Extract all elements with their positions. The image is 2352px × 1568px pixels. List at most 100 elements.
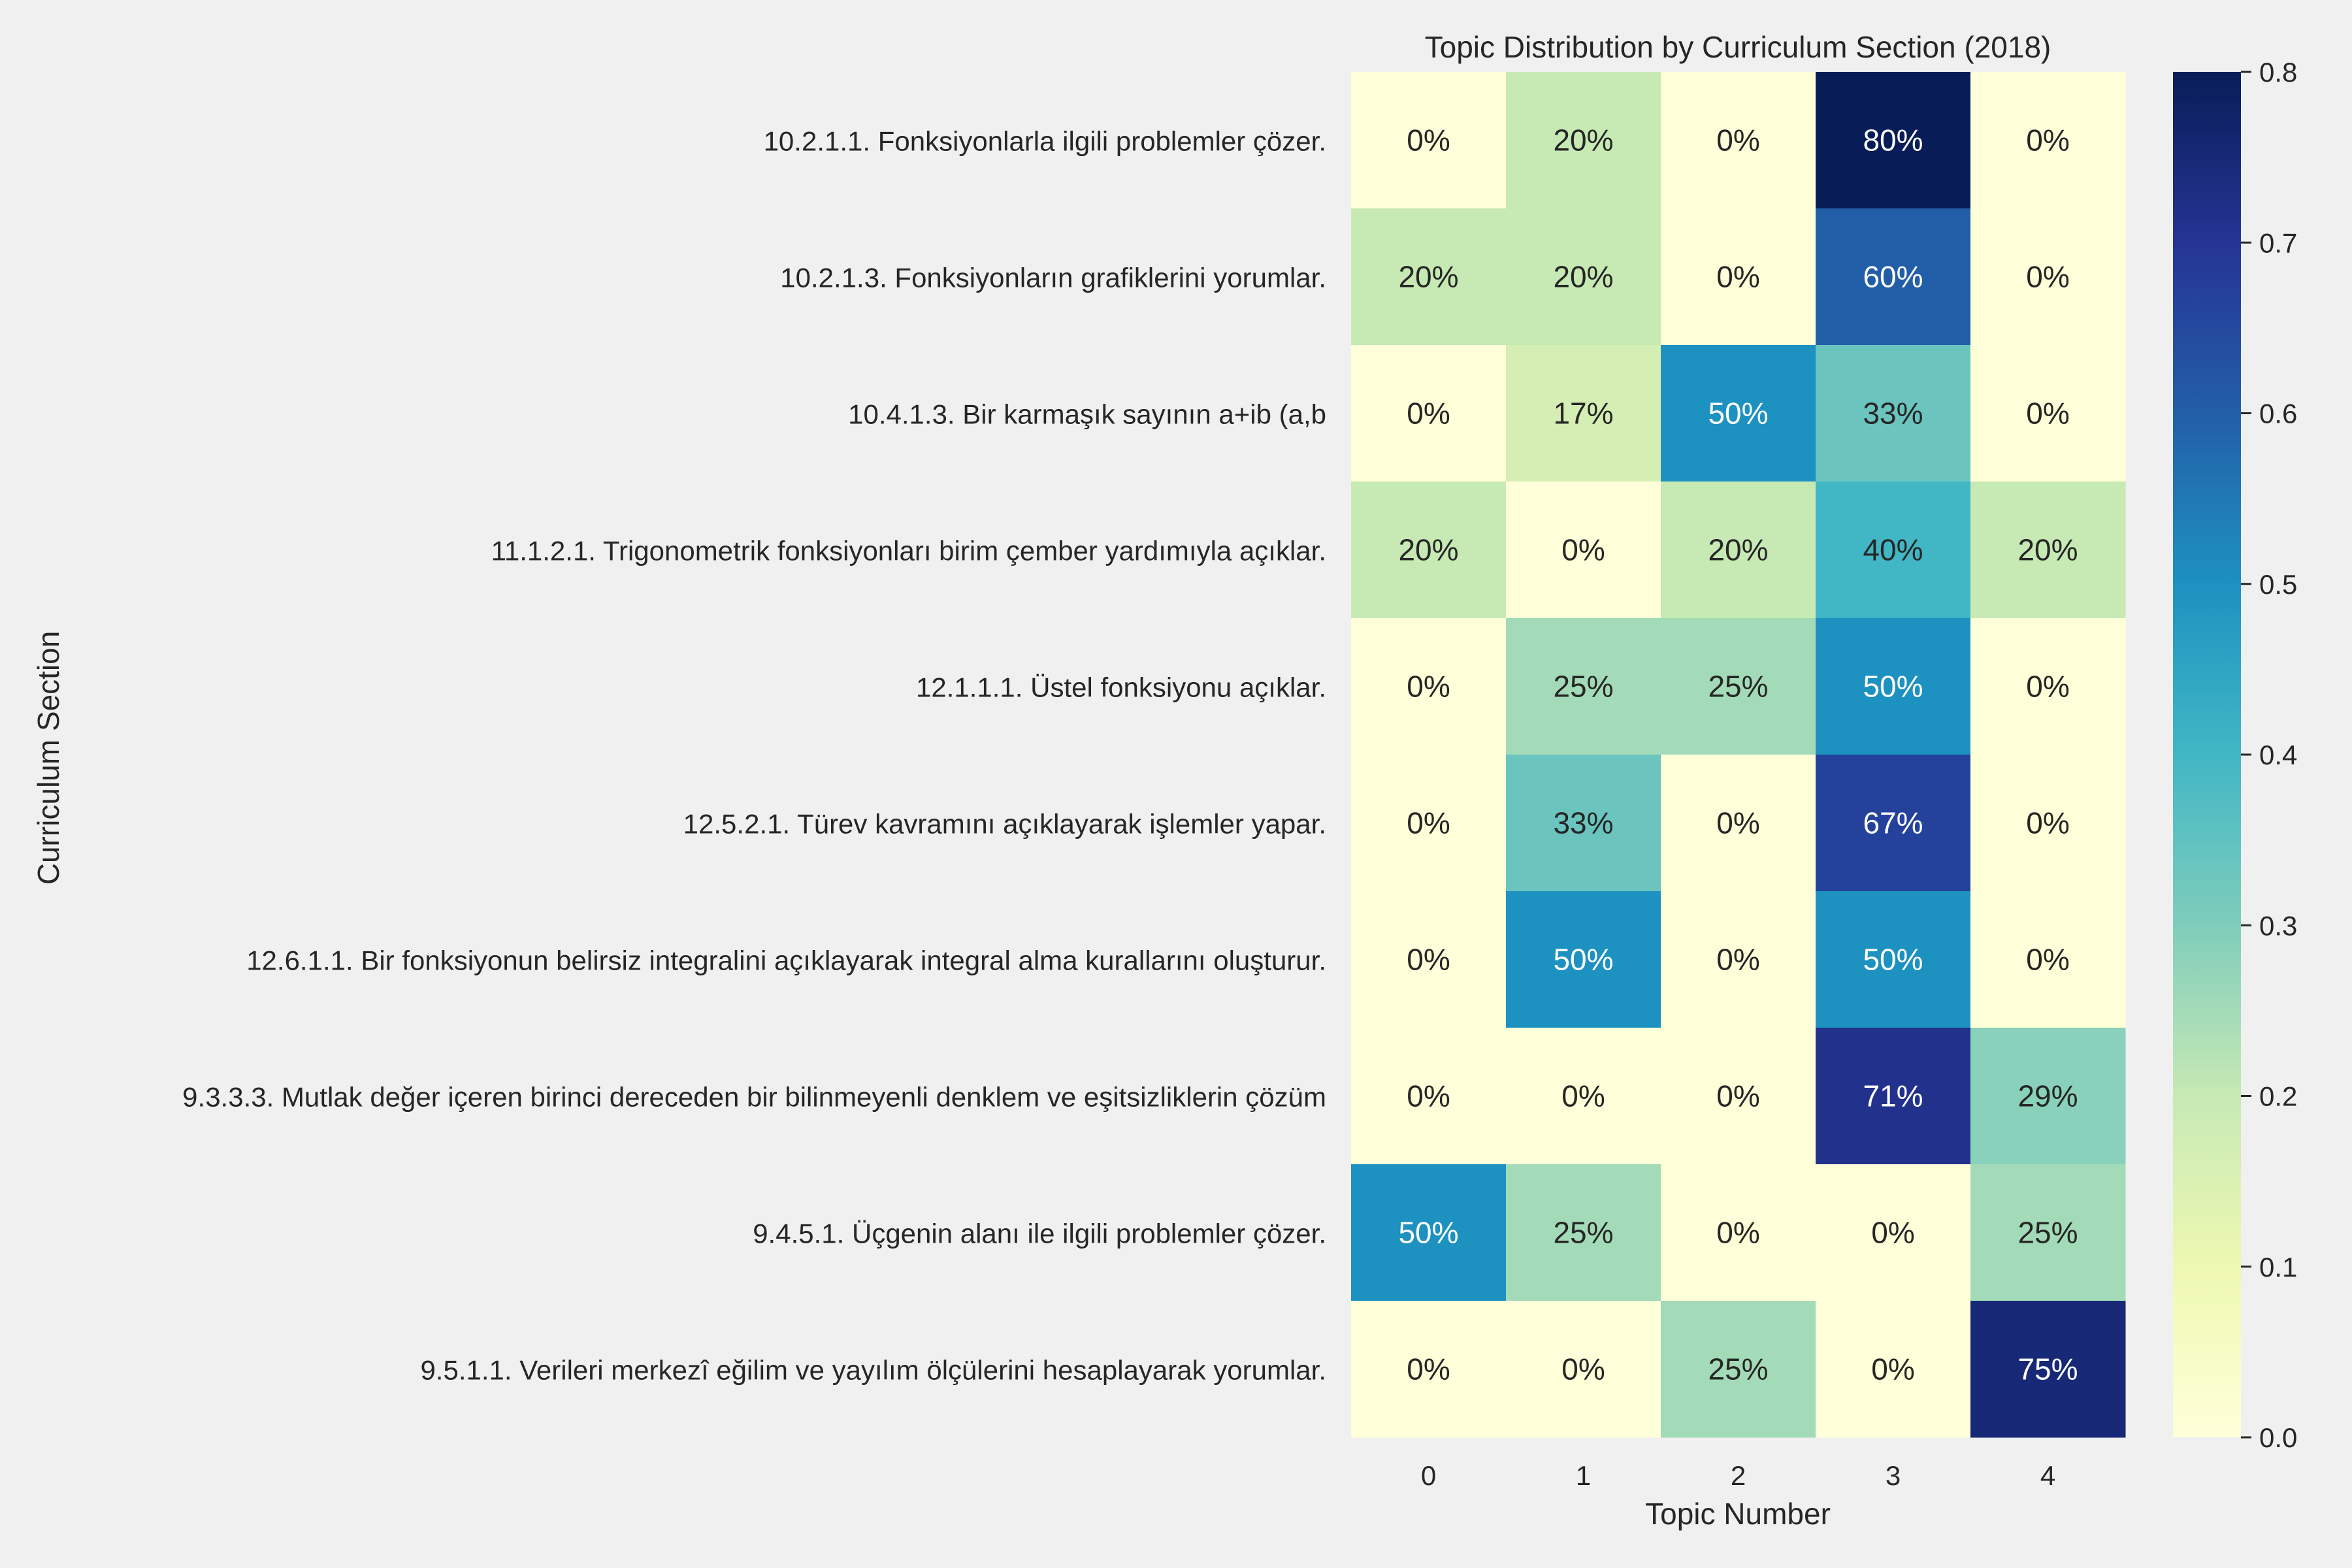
cell-value-label: 0% <box>2026 943 2069 977</box>
cell-value-label: 0% <box>1716 806 1759 840</box>
x-tick-label: 1 <box>1576 1460 1591 1491</box>
heatmap-cell <box>1970 618 2126 755</box>
colorbar-ticks: 0.0 0.1 0.2 0.3 0.4 0.5 0.6 0.7 0.8 <box>2241 57 2297 1453</box>
heatmap-cell <box>1661 755 1816 892</box>
heatmap-cell <box>1351 72 1507 209</box>
heatmap-cell <box>1506 1301 1661 1438</box>
heatmap-cell <box>1506 618 1661 755</box>
heatmap-cell <box>1351 208 1507 346</box>
cell-value-label: 50% <box>1708 397 1768 431</box>
y-tick-label: 12.6.1.1. Bir fonksiyonun belirsiz integ… <box>246 945 1326 976</box>
heatmap-cell <box>1816 482 1971 619</box>
x-tick-label: 3 <box>1886 1460 1901 1491</box>
heatmap-cell <box>1506 1028 1661 1165</box>
cell-value-label: 0% <box>1407 806 1450 840</box>
cell-value-label: 20% <box>2017 533 2078 567</box>
colorbar-tick-label: 0.4 <box>2259 740 2297 770</box>
cell-value-label: 50% <box>1553 943 1613 977</box>
y-tick-label: 10.2.1.1. Fonksiyonlarla ilgili probleml… <box>764 126 1326 157</box>
colorbar-tick-label: 0.2 <box>2259 1081 2297 1112</box>
heatmap-cell <box>1816 1301 1971 1438</box>
heatmap-cell <box>1816 755 1971 892</box>
x-tick-label: 4 <box>2040 1460 2055 1491</box>
cell-value-label: 20% <box>1553 260 1613 294</box>
cell-value-label: 0% <box>2026 806 2069 840</box>
cell-value-label: 0% <box>2026 260 2069 294</box>
colorbar-tick-label: 0.7 <box>2259 227 2297 258</box>
cell-value-label: 0% <box>1871 1352 1914 1386</box>
heatmap-cell <box>1661 345 1816 482</box>
heatmap-cell <box>1661 1028 1816 1165</box>
cell-value-label: 0% <box>1561 1079 1605 1113</box>
cell-value-label: 25% <box>1553 670 1613 704</box>
heatmap-cell <box>1661 891 1816 1028</box>
cell-value-label: 60% <box>1863 260 1923 294</box>
colorbar-tick-label: 0.3 <box>2259 910 2297 941</box>
cell-value-label: 25% <box>1708 670 1768 704</box>
heatmap-cell <box>1816 1164 1971 1301</box>
cell-value-label: 20% <box>1553 123 1613 157</box>
heatmap-cell <box>1970 208 2126 346</box>
heatmap-cell <box>1506 891 1661 1028</box>
x-tick-label: 0 <box>1421 1460 1436 1491</box>
heatmap-cell <box>1351 891 1507 1028</box>
y-tick-label: 10.2.1.3. Fonksiyonların grafiklerini yo… <box>780 263 1326 293</box>
cell-value-label: 0% <box>1716 123 1759 157</box>
heatmap-cells: 0% 20% 0% 80% 0% 20% 20% 0% 60% 0% 0% 17% 50% 33% 0% 20… <box>1351 72 2126 1438</box>
heatmap-cell <box>1970 755 2126 892</box>
cell-value-label: 0% <box>1407 670 1450 704</box>
heatmap-cell <box>1351 1164 1507 1301</box>
heatmap-cell <box>1970 1301 2126 1438</box>
cell-value-label: 0% <box>2026 123 2069 157</box>
cell-value-label: 80% <box>1863 123 1923 157</box>
colorbar-tick-label: 0.6 <box>2259 399 2297 429</box>
heatmap-cell <box>1506 72 1661 209</box>
heatmap-cell <box>1661 1164 1816 1301</box>
cell-value-label: 0% <box>1561 1352 1605 1386</box>
heatmap-cell <box>1351 345 1507 482</box>
cell-value-label: 0% <box>1871 1216 1914 1250</box>
cell-value-label: 20% <box>1398 533 1458 567</box>
cell-value-label: 0% <box>1407 943 1450 977</box>
heatmap-cell <box>1351 755 1507 892</box>
colorbar <box>2173 72 2241 1437</box>
y-tick-label: 9.3.3.3. Mutlak değer içeren birinci der… <box>182 1082 1326 1113</box>
y-tick-label: 12.1.1.1. Üstel fonksiyonu açıklar. <box>916 672 1326 703</box>
cell-value-label: 0% <box>1407 123 1450 157</box>
cell-value-label: 0% <box>1407 1079 1450 1113</box>
cell-value-label: 0% <box>2026 397 2069 431</box>
heatmap-cell <box>1506 755 1661 892</box>
heatmap-cell <box>1506 1164 1661 1301</box>
chart-title: Topic Distribution by Curriculum Section… <box>1425 30 2051 64</box>
heatmap-cell <box>1506 345 1661 482</box>
heatmap-cell <box>1351 482 1507 619</box>
colorbar-tick-label: 0.0 <box>2259 1422 2297 1453</box>
heatmap-cell <box>1661 618 1816 755</box>
heatmap-cell <box>1351 1028 1507 1165</box>
cell-value-label: 0% <box>1407 1352 1450 1386</box>
heatmap-cell <box>1970 72 2126 209</box>
heatmap-cell <box>1351 1301 1507 1438</box>
cell-value-label: 67% <box>1863 806 1923 840</box>
cell-value-label: 75% <box>2017 1352 2078 1386</box>
heatmap-cell <box>1661 482 1816 619</box>
cell-value-label: 50% <box>1863 670 1923 704</box>
heatmap-cell <box>1970 1028 2126 1165</box>
x-tick-labels: 0 1 2 3 4 <box>1421 1460 2055 1491</box>
heatmap-cell <box>1970 482 2126 619</box>
heatmap-cell <box>1661 1301 1816 1438</box>
cell-value-label: 0% <box>1407 397 1450 431</box>
heatmap-cell <box>1970 345 2126 482</box>
heatmap-cell <box>1661 72 1816 209</box>
cell-value-label: 33% <box>1863 397 1923 431</box>
heatmap-cell <box>1351 618 1507 755</box>
cell-value-label: 0% <box>2026 670 2069 704</box>
cell-value-label: 0% <box>1716 943 1759 977</box>
cell-value-label: 33% <box>1553 806 1613 840</box>
x-axis-label: Topic Number <box>1645 1497 1831 1531</box>
cell-value-label: 20% <box>1708 533 1768 567</box>
heatmap-cell <box>1816 208 1971 346</box>
colorbar-tick-label: 0.1 <box>2259 1252 2297 1282</box>
cell-value-label: 50% <box>1863 943 1923 977</box>
